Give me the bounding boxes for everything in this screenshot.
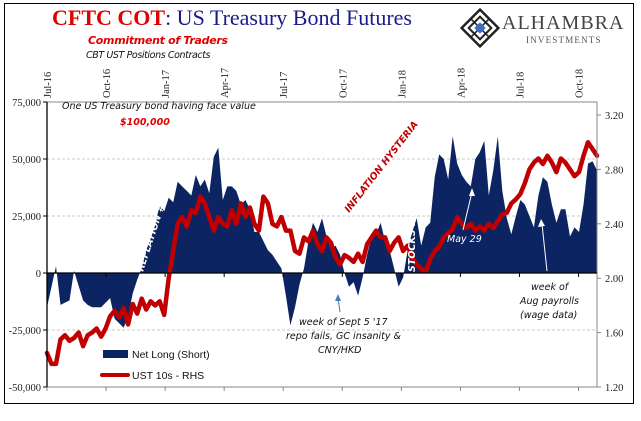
right-tick-label: 3.20 [605, 111, 623, 122]
x-tick-label: Jul-16 [43, 72, 54, 98]
chart-frame [4, 3, 634, 404]
sept-note-1: week of Sept 5 '17 [299, 317, 388, 328]
net-long-area [47, 136, 597, 328]
right-tick-label: 1.60 [605, 329, 623, 340]
aug-note-3: (wage data) [520, 310, 577, 321]
left-tick-label: 25,000 [12, 212, 41, 223]
ust10-line-layer [44, 139, 600, 367]
aug-arrowhead [538, 219, 545, 227]
stocks-label: STOCKS LIQUIDATE [407, 169, 418, 272]
face-value-amount: $100,000 [120, 117, 170, 128]
aug-note-2: Aug payrolls [519, 296, 579, 307]
x-tick-label: Oct-18 [575, 69, 586, 98]
left-tick-label: 75,000 [12, 98, 41, 109]
right-tick-label: 2.80 [605, 165, 623, 176]
axes [46, 101, 598, 388]
may29-label: May 29 [447, 234, 482, 245]
chart-subtitle-2: CBT UST Positions Contracts [86, 50, 211, 61]
net-long-area-layer [47, 136, 597, 328]
chart-subtitle: Commitment of Traders [88, 34, 228, 47]
x-tick-label: Jul-17 [279, 72, 290, 98]
diamond-lattice-icon [459, 7, 501, 49]
left-tick-label: -50,000 [9, 383, 41, 394]
x-tick-label: Oct-16 [102, 69, 113, 98]
legend-area-label: Net Long (Short) [132, 349, 210, 361]
may29-arrowhead [469, 188, 475, 196]
grid-lines [47, 158, 597, 331]
x-axis-ticks: Jul-16 Oct-16 Jan-17 Apr-17 Jul-17 Oct-17 Jan-… [43, 68, 586, 391]
x-tick-label: Oct-17 [338, 69, 349, 98]
legend-line-label: UST 10s - RHS [132, 370, 204, 382]
face-value-note: One US Treasury bond having face value [62, 101, 256, 112]
may29-arrow [462, 191, 473, 231]
aug-arrow [541, 223, 548, 272]
sept-note-2: repo fails, GC insanity & [286, 331, 401, 342]
title-red: CFTC COT [52, 5, 166, 30]
left-tick-label: 50,000 [12, 155, 41, 166]
left-tick-label: 0 [36, 269, 41, 280]
right-tick-label: 1.20 [605, 383, 623, 394]
left-axis-ticks: 75,000 50,000 25,000 0 -25,000 -50,000 [9, 98, 47, 394]
sept-note-3: CNY/HKD [318, 345, 361, 356]
logo-name: ALHAMBRA [502, 12, 625, 34]
legend-area-swatch [103, 350, 128, 358]
right-tick-label: 2.00 [605, 274, 623, 285]
chart-title: CFTC COT: US Treasury Bond Futures [52, 5, 412, 31]
x-tick-label: Jul-18 [515, 72, 526, 98]
ust10-line [44, 139, 600, 367]
x-tick-label: Jan-17 [161, 70, 172, 98]
x-tick-label: Apr-18 [456, 68, 467, 98]
x-tick-label: Jan-18 [397, 70, 408, 98]
right-axis-ticks: 3.20 2.80 2.40 2.00 1.60 1.20 [597, 111, 623, 394]
sept-arrowhead [335, 294, 341, 301]
alhambra-logo: ALHAMBRA INVESTMENTS [459, 7, 623, 49]
aug-note-1: week of [531, 282, 570, 293]
left-tick-label: -25,000 [9, 326, 41, 337]
logo-sub: INVESTMENTS [526, 35, 602, 45]
x-tick-label: Apr-17 [220, 68, 231, 98]
title-blue: : US Treasury Bond Futures [165, 5, 412, 30]
right-tick-label: 2.40 [605, 220, 623, 231]
